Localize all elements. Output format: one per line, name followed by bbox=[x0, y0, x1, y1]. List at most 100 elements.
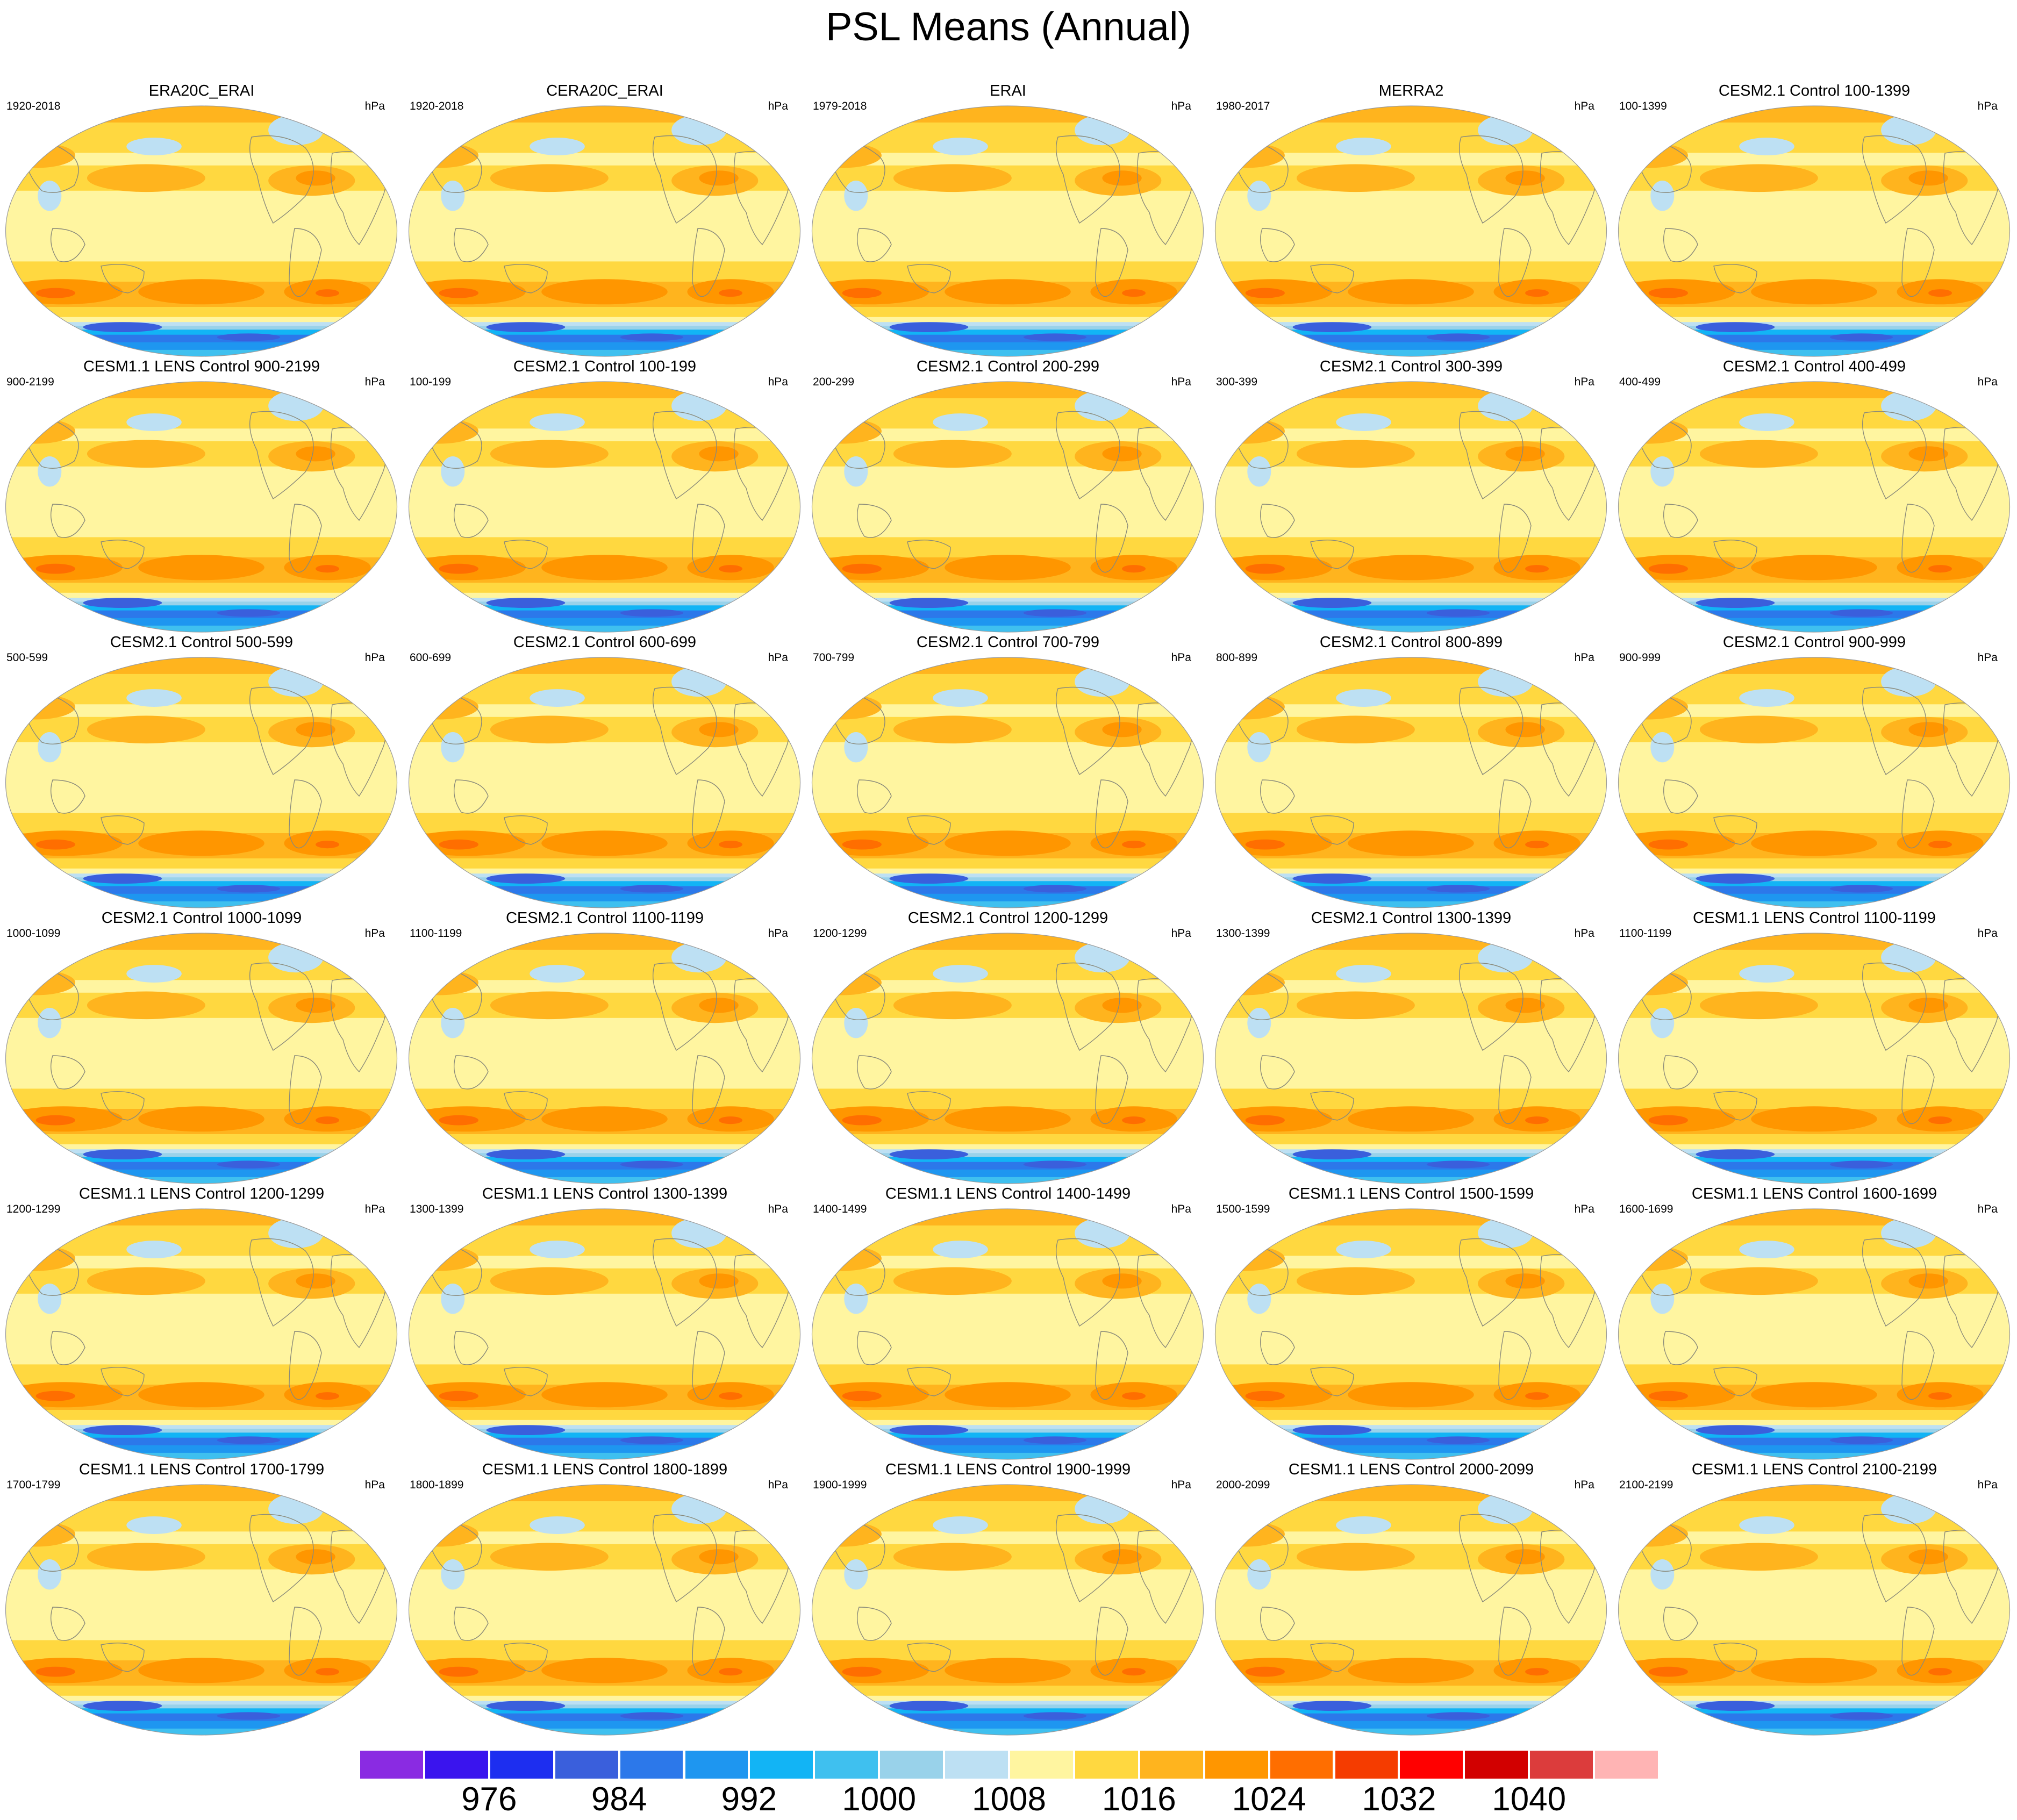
pressure-band bbox=[1618, 1437, 2010, 1446]
pressure-band bbox=[1215, 877, 1607, 882]
pressure-band bbox=[409, 1018, 800, 1090]
panel-year-range: 2100-2199 bbox=[1619, 1479, 1673, 1491]
coastline bbox=[1862, 135, 1927, 224]
high-pressure-cell bbox=[1245, 1391, 1285, 1401]
pressure-band bbox=[1618, 1432, 2010, 1438]
map-panel: CESM1.1 LENS Control 1500-1599 1500-1599 h… bbox=[1210, 1185, 1613, 1460]
pressure-band bbox=[812, 106, 1204, 123]
pressure-band bbox=[5, 1134, 397, 1145]
coastline bbox=[1260, 779, 1295, 814]
high-pressure-cell bbox=[1505, 1549, 1545, 1565]
pressure-band bbox=[409, 537, 800, 558]
map-border bbox=[1618, 1208, 2011, 1460]
pressure-band bbox=[1618, 1701, 2010, 1706]
coastline bbox=[1862, 1514, 1927, 1603]
pressure-band bbox=[1215, 466, 1607, 538]
high-pressure-cell bbox=[1122, 1116, 1146, 1124]
panel-year-range: 1300-1399 bbox=[1216, 927, 1270, 940]
map-field bbox=[1618, 933, 2010, 1184]
coastline bbox=[1713, 540, 1757, 569]
pressure-band bbox=[812, 1134, 1204, 1145]
high-pressure-cell bbox=[1751, 555, 1877, 581]
pressure-feature bbox=[126, 138, 182, 155]
pressure-feature bbox=[1247, 1008, 1271, 1038]
map-border bbox=[1618, 105, 2011, 357]
pressure-band bbox=[1215, 1485, 1607, 1502]
pressure-feature bbox=[268, 114, 324, 146]
panel-title: CERA20C_ERAI bbox=[546, 82, 663, 99]
psl-map bbox=[1214, 933, 1607, 1184]
pressure-band bbox=[5, 1157, 397, 1163]
pressure-band bbox=[812, 1169, 1204, 1178]
pressure-feature bbox=[671, 1217, 727, 1249]
map-border bbox=[5, 657, 398, 908]
pressure-feature bbox=[530, 138, 585, 155]
pressure-feature bbox=[441, 732, 465, 763]
pressure-feature bbox=[933, 965, 988, 983]
pressure-band bbox=[1215, 106, 1607, 123]
pressure-band bbox=[812, 881, 1204, 887]
coastline bbox=[249, 1238, 314, 1327]
pressure-band bbox=[812, 868, 1204, 875]
coastline bbox=[652, 411, 717, 500]
pressure-feature bbox=[1426, 885, 1490, 893]
panel-title: CESM2.1 Control 1000-1099 bbox=[101, 909, 302, 927]
pressure-feature bbox=[889, 598, 969, 608]
pressure-band bbox=[1618, 1209, 2010, 1226]
pressure-band bbox=[409, 1157, 800, 1163]
pressure-band bbox=[409, 1640, 800, 1661]
pressure-feature bbox=[1556, 122, 1597, 148]
panel-units: hPa bbox=[768, 100, 788, 112]
map-field bbox=[812, 382, 1204, 632]
map-border bbox=[1214, 657, 1607, 908]
coastline bbox=[856, 228, 892, 262]
pressure-feature bbox=[1153, 1225, 1193, 1251]
pressure-feature bbox=[1426, 609, 1490, 617]
high-pressure-cell bbox=[719, 841, 743, 849]
pressure-feature bbox=[1478, 390, 1533, 421]
pressure-band bbox=[812, 1018, 1204, 1090]
psl-map bbox=[408, 381, 801, 633]
high-pressure-cell bbox=[1348, 279, 1474, 305]
high-pressure-cell bbox=[439, 1666, 478, 1677]
pressure-band bbox=[1618, 592, 2010, 599]
pressure-feature bbox=[1023, 1712, 1087, 1720]
pressure-band bbox=[1215, 1420, 1607, 1426]
pressure-band bbox=[5, 329, 397, 335]
pressure-band bbox=[1618, 1425, 2010, 1430]
pressure-band bbox=[1215, 1569, 1607, 1641]
coastline bbox=[50, 504, 85, 538]
coastline bbox=[453, 1607, 489, 1641]
high-pressure-cell bbox=[1296, 991, 1415, 1020]
high-pressure-cell bbox=[1928, 565, 1952, 573]
pressure-band bbox=[1215, 601, 1607, 606]
panel-year-range: 1100-1199 bbox=[410, 927, 462, 940]
pressure-feature bbox=[1426, 333, 1490, 341]
panel-title: CESM1.1 LENS Control 1500-1599 bbox=[1288, 1185, 1534, 1202]
pressure-band bbox=[1215, 813, 1607, 834]
high-pressure-cell bbox=[1102, 1549, 1142, 1565]
pressure-feature bbox=[933, 138, 988, 155]
pressure-feature bbox=[347, 673, 387, 699]
pressure-band bbox=[1618, 1721, 2010, 1729]
panel-year-range: 800-899 bbox=[1216, 651, 1258, 664]
high-pressure-cell bbox=[1245, 1115, 1285, 1126]
high-pressure-cell bbox=[296, 1549, 335, 1565]
high-pressure-cell bbox=[490, 1543, 609, 1571]
coastline bbox=[1458, 1514, 1524, 1603]
map-field bbox=[812, 933, 1204, 1184]
pressure-feature bbox=[1829, 609, 1893, 617]
coastline bbox=[504, 264, 548, 293]
pressure-band bbox=[1618, 261, 2010, 282]
coastline bbox=[907, 1367, 951, 1396]
pressure-feature bbox=[1739, 138, 1794, 155]
pressure-band bbox=[812, 329, 1204, 335]
high-pressure-cell bbox=[439, 1115, 478, 1126]
coastline bbox=[1498, 1055, 1532, 1124]
coastline bbox=[1862, 1238, 1927, 1327]
map-border bbox=[811, 933, 1204, 1184]
pressure-feature bbox=[1336, 689, 1391, 707]
pressure-feature bbox=[1336, 413, 1391, 431]
map-border bbox=[1618, 381, 2011, 633]
pressure-band bbox=[1215, 886, 1607, 894]
